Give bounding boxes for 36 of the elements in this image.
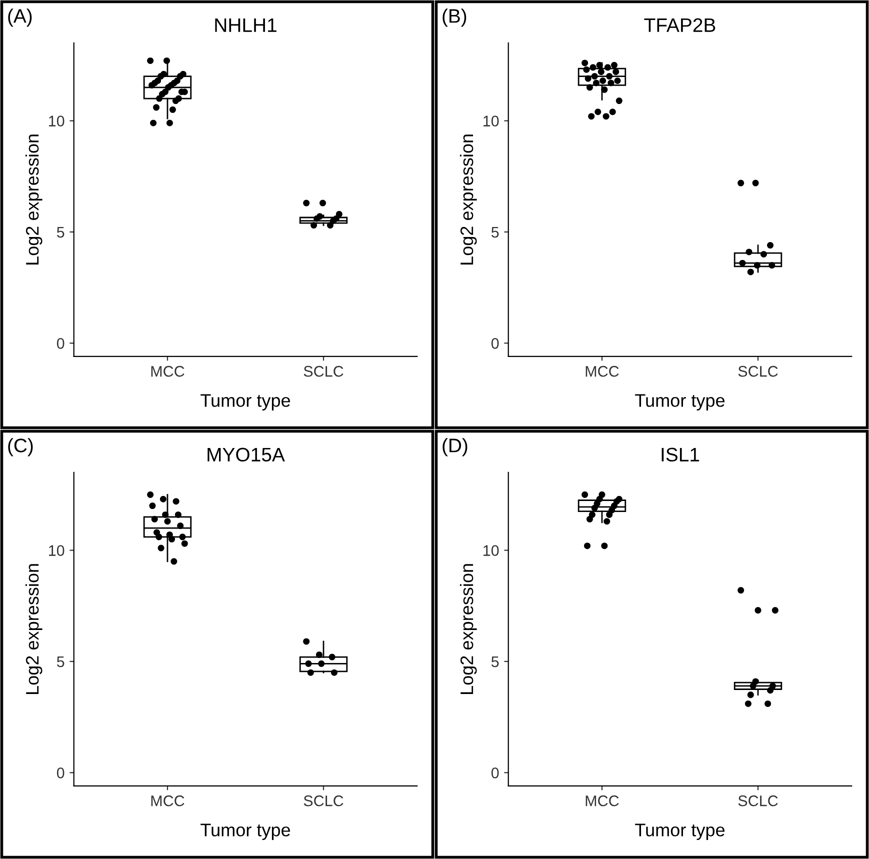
y-tick-label: 0 [56,768,64,778]
text: (C) [8,438,33,456]
y-tick-label: 10 [49,116,64,126]
y-tick-label: 10 [49,545,64,556]
y-tick-label: 0 [491,768,499,778]
chart-title: ISL1 [662,448,700,462]
y-tick-label: 0 [56,338,64,349]
x-tick-label: SCLC [304,366,344,377]
chart-title: MYO15A [208,448,285,462]
y-tick-label: 5 [491,656,499,668]
y-tick-label: 0 [491,338,499,349]
y-axis-title: Log2 expression [460,564,477,694]
x-tick-label: SCLC [304,795,344,806]
x-tick-label: MCC [586,366,619,377]
chart-title: NHLH1 [215,18,276,32]
x-tick-label: MCC [151,366,184,377]
x-axis-title: Tumor type [635,394,725,410]
y-axis-title: Log2 expression [25,134,42,264]
y-tick-label: 5 [56,656,64,668]
x-tick-label: SCLC [738,366,778,377]
y-tick-label: 5 [491,226,499,238]
text: (B) [442,8,466,27]
x-tick-label: SCLC [738,795,778,806]
x-axis-title: Tumor type [635,824,725,840]
y-tick-label: 10 [484,545,499,556]
x-tick-label: MCC [151,795,184,806]
text: (A) [8,8,32,27]
y-axis-title: Log2 expression [25,564,42,694]
x-tick-label: MCC [586,795,619,806]
x-axis-title: Tumor type [200,824,290,840]
text: (D) [442,438,468,456]
chart-title: TFAP2B [644,18,716,32]
y-tick-label: 5 [56,226,64,238]
y-axis-title: Log2 expression [460,134,477,264]
y-tick-label: 10 [484,116,499,126]
x-axis-title: Tumor type [200,394,290,410]
